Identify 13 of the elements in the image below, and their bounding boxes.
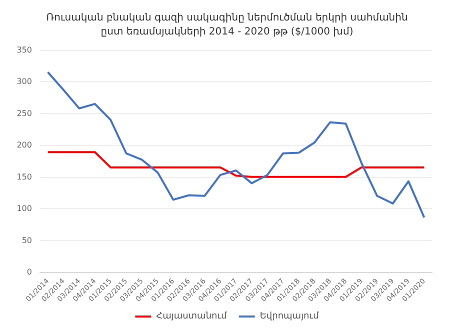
y-tick-label: 50	[22, 236, 32, 245]
y-tick-label: 200	[16, 140, 32, 150]
line-series	[46, 151, 426, 178]
line-series	[46, 71, 426, 218]
chart-title: Ռուսական բնական գազի սակագինը ներմուծման երկրի սահմանին ըստ եռամսյակների 2014 - 2020 թթ ($/1000 խմ)	[46, 12, 408, 38]
y-tick-label: 150	[16, 172, 32, 182]
y-tick-label: 250	[16, 108, 32, 118]
y-tick-label: 350	[16, 46, 32, 54]
y-tick-label: 0	[26, 268, 32, 276]
y-tick-label: 100	[16, 204, 32, 214]
y-tick-label: 300	[16, 77, 32, 86]
legend-label: Եվրոպայում	[260, 312, 320, 322]
legend-label: Հայաստանում	[156, 312, 228, 322]
